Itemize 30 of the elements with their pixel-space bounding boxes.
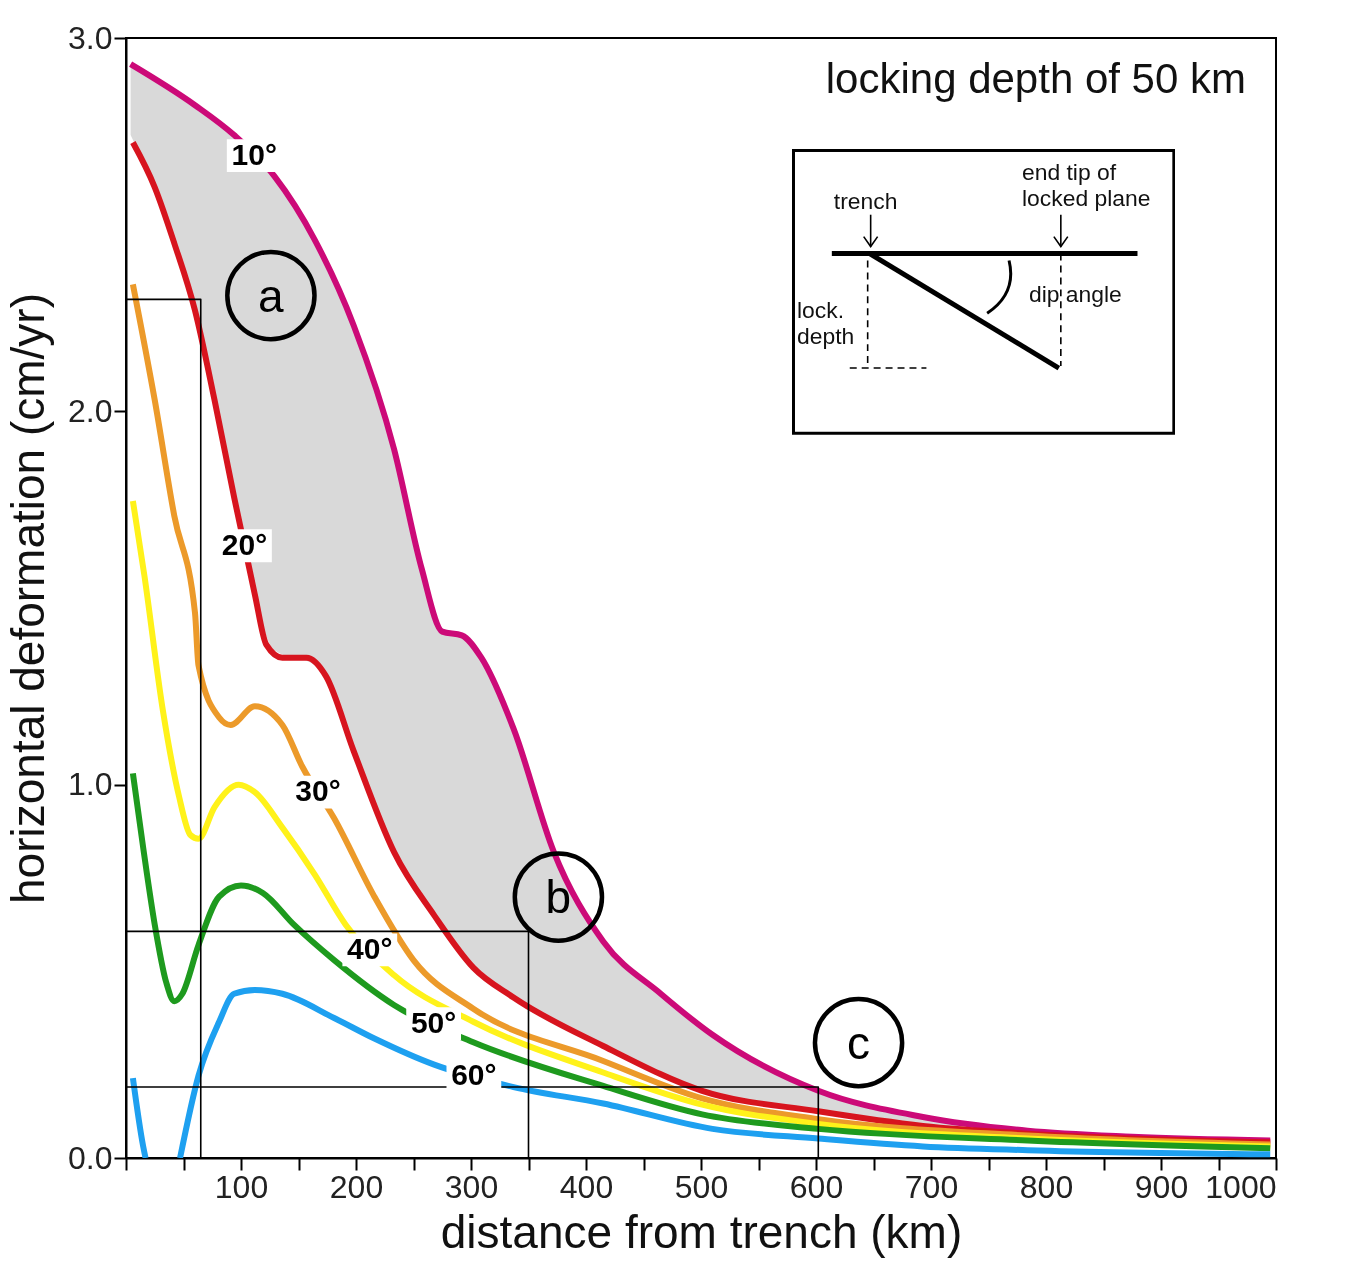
x-tick-label: 700 xyxy=(904,1168,959,1205)
series-label: 20° xyxy=(221,527,268,561)
series-label: 10° xyxy=(231,137,277,171)
x-tick-label: 1000 xyxy=(1205,1168,1277,1205)
y-axis-title: horizontal deformation (cm/yr) xyxy=(2,293,55,904)
series-label: 50° xyxy=(410,1005,457,1039)
y-tick-label: 0.0 xyxy=(68,1139,113,1176)
x-tick-label: 200 xyxy=(329,1168,384,1205)
x-tick-label: 300 xyxy=(444,1168,499,1205)
y-tick-label: 1.0 xyxy=(68,766,113,803)
y-tick-label: 3.0 xyxy=(68,19,113,56)
x-tick-label: 500 xyxy=(674,1168,729,1205)
annotation: dip angle xyxy=(1028,281,1122,308)
series-label: 40° xyxy=(347,931,393,965)
x-tick-label: 600 xyxy=(789,1168,844,1205)
annotation: trench xyxy=(833,188,897,214)
y-tick-label: 2.0 xyxy=(68,392,113,429)
x-tick-label: 800 xyxy=(1019,1168,1074,1205)
annotation: a xyxy=(258,269,285,322)
annotation: c xyxy=(847,1016,871,1069)
annotation: end tip of locked plane xyxy=(1021,159,1151,212)
annotation: locking depth of 50 km xyxy=(825,55,1246,102)
annotation: b xyxy=(545,871,572,924)
series-label: 60° xyxy=(451,1057,497,1091)
x-tick-label: 900 xyxy=(1134,1168,1189,1205)
series-label: 30° xyxy=(295,774,341,808)
annotation: lock. depth xyxy=(796,297,854,350)
x-tick-label: 400 xyxy=(559,1168,614,1205)
x-tick-label: 100 xyxy=(214,1168,269,1205)
x-axis-title: distance from trench (km) xyxy=(440,1205,963,1258)
